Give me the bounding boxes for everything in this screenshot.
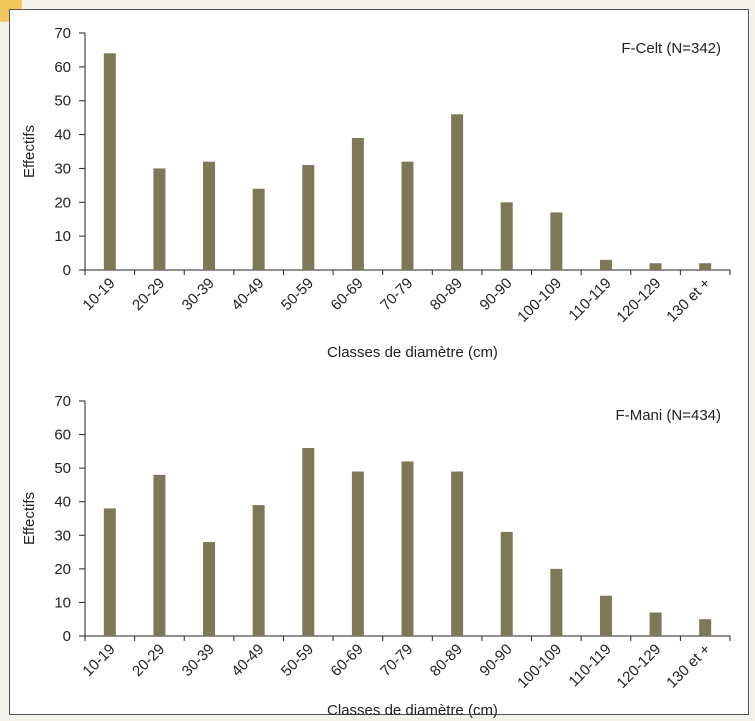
x-ticks: 10-19 20-29 30-39 40-49 50-59 60-69 70-79 80-89… bbox=[79, 270, 731, 326]
bar-50-59 bbox=[302, 448, 315, 636]
bar-40-49 bbox=[252, 505, 265, 636]
x-axis-title: Classes de diamètre (cm) bbox=[327, 344, 498, 361]
bar-40-49 bbox=[252, 188, 265, 270]
x-tick-label: 80-89 bbox=[427, 275, 466, 314]
bar-60-69 bbox=[351, 471, 364, 636]
x-tick-label: 110-119 bbox=[565, 275, 614, 324]
y-tick-label: 60 bbox=[54, 59, 71, 76]
chart-annotation: F-Mani (N=434) bbox=[616, 407, 721, 424]
bars bbox=[103, 448, 712, 636]
y-axis-title: Effectifs bbox=[21, 492, 38, 545]
bar-100-109 bbox=[550, 568, 563, 636]
bar-120-129 bbox=[649, 263, 662, 270]
bars bbox=[103, 53, 712, 270]
y-tick-label: 10 bbox=[54, 594, 71, 611]
bar-120-129 bbox=[649, 612, 662, 636]
y-tick-label: 0 bbox=[63, 628, 71, 645]
y-tick-label: 30 bbox=[54, 160, 71, 177]
bar-90-90 bbox=[500, 202, 513, 270]
y-tick-label: 40 bbox=[54, 127, 71, 144]
x-tick-label: 50-59 bbox=[278, 275, 317, 314]
x-axis-title: Classes de diamètre (cm) bbox=[327, 702, 498, 719]
bar-70-79 bbox=[401, 461, 414, 636]
bar-30-39 bbox=[203, 542, 216, 636]
chart-f-mani: 0 10 20 30 40 50 60 70 10-19 20-29 30-39 40-49 50-5… bbox=[21, 393, 731, 719]
bar-110-119 bbox=[599, 259, 612, 270]
y-tick-label: 30 bbox=[54, 527, 71, 544]
y-ticks: 0 10 20 30 40 50 60 70 bbox=[54, 25, 85, 279]
y-tick-label: 20 bbox=[54, 561, 71, 578]
bar-30-39 bbox=[203, 161, 216, 270]
y-tick-label: 50 bbox=[54, 460, 71, 477]
x-tick-label: 100-109 bbox=[514, 275, 565, 326]
x-tick-label: 40-49 bbox=[228, 641, 267, 680]
y-tick-label: 50 bbox=[54, 93, 71, 110]
bar-100-109 bbox=[550, 212, 563, 270]
x-tick-label: 30-39 bbox=[179, 275, 218, 314]
y-tick-label: 60 bbox=[54, 427, 71, 444]
x-tick-label: 90-90 bbox=[476, 641, 515, 680]
x-tick-label: 20-29 bbox=[129, 275, 168, 314]
x-tick-label: 10-19 bbox=[79, 275, 118, 314]
x-tick-label: 110-119 bbox=[565, 641, 614, 690]
bar-110-119 bbox=[599, 595, 612, 636]
x-tick-label: 10-19 bbox=[79, 641, 118, 680]
bar-90-90 bbox=[500, 531, 513, 636]
y-tick-label: 0 bbox=[63, 262, 71, 279]
x-ticks: 10-19 20-29 30-39 40-49 50-59 60-69 70-79 80-89… bbox=[79, 636, 731, 692]
x-tick-label: 120-129 bbox=[613, 641, 664, 692]
y-axis-title: Effectifs bbox=[21, 125, 38, 178]
bar-60-69 bbox=[351, 137, 364, 270]
y-tick-label: 40 bbox=[54, 494, 71, 511]
bar-80-89 bbox=[451, 114, 464, 270]
x-tick-label: 50-59 bbox=[278, 641, 317, 680]
figure-frame bbox=[9, 9, 749, 715]
bar-10-19 bbox=[103, 508, 116, 636]
x-tick-label: 70-79 bbox=[377, 275, 416, 314]
bar-130-et- bbox=[699, 619, 712, 636]
x-tick-label: 30-39 bbox=[179, 641, 218, 680]
x-tick-label: 130 et + bbox=[663, 275, 714, 326]
x-tick-label: 120-129 bbox=[613, 275, 664, 326]
y-ticks: 0 10 20 30 40 50 60 70 bbox=[54, 393, 85, 645]
x-tick-label: 40-49 bbox=[228, 275, 267, 314]
x-tick-label: 90-90 bbox=[476, 275, 515, 314]
bar-80-89 bbox=[451, 471, 464, 636]
bar-20-29 bbox=[153, 168, 166, 270]
y-tick-label: 10 bbox=[54, 228, 71, 245]
x-tick-label: 130 et + bbox=[663, 641, 714, 692]
y-tick-label: 70 bbox=[54, 393, 71, 410]
bar-130-et- bbox=[699, 263, 712, 270]
x-tick-label: 60-69 bbox=[328, 275, 367, 314]
x-tick-label: 100-109 bbox=[514, 641, 565, 692]
bar-20-29 bbox=[153, 474, 166, 636]
x-tick-label: 80-89 bbox=[427, 641, 466, 680]
chart-f-celt: 0 10 20 30 40 50 60 70 10-19 20-29 30-39 40-49 50-5… bbox=[21, 25, 731, 361]
y-tick-label: 70 bbox=[54, 25, 71, 42]
bar-50-59 bbox=[302, 165, 315, 270]
y-tick-label: 20 bbox=[54, 194, 71, 211]
x-tick-label: 70-79 bbox=[377, 641, 416, 680]
x-tick-label: 60-69 bbox=[328, 641, 367, 680]
x-tick-label: 20-29 bbox=[129, 641, 168, 680]
bar-70-79 bbox=[401, 161, 414, 270]
bar-10-19 bbox=[103, 53, 116, 270]
chart-annotation: F-Celt (N=342) bbox=[621, 40, 721, 57]
